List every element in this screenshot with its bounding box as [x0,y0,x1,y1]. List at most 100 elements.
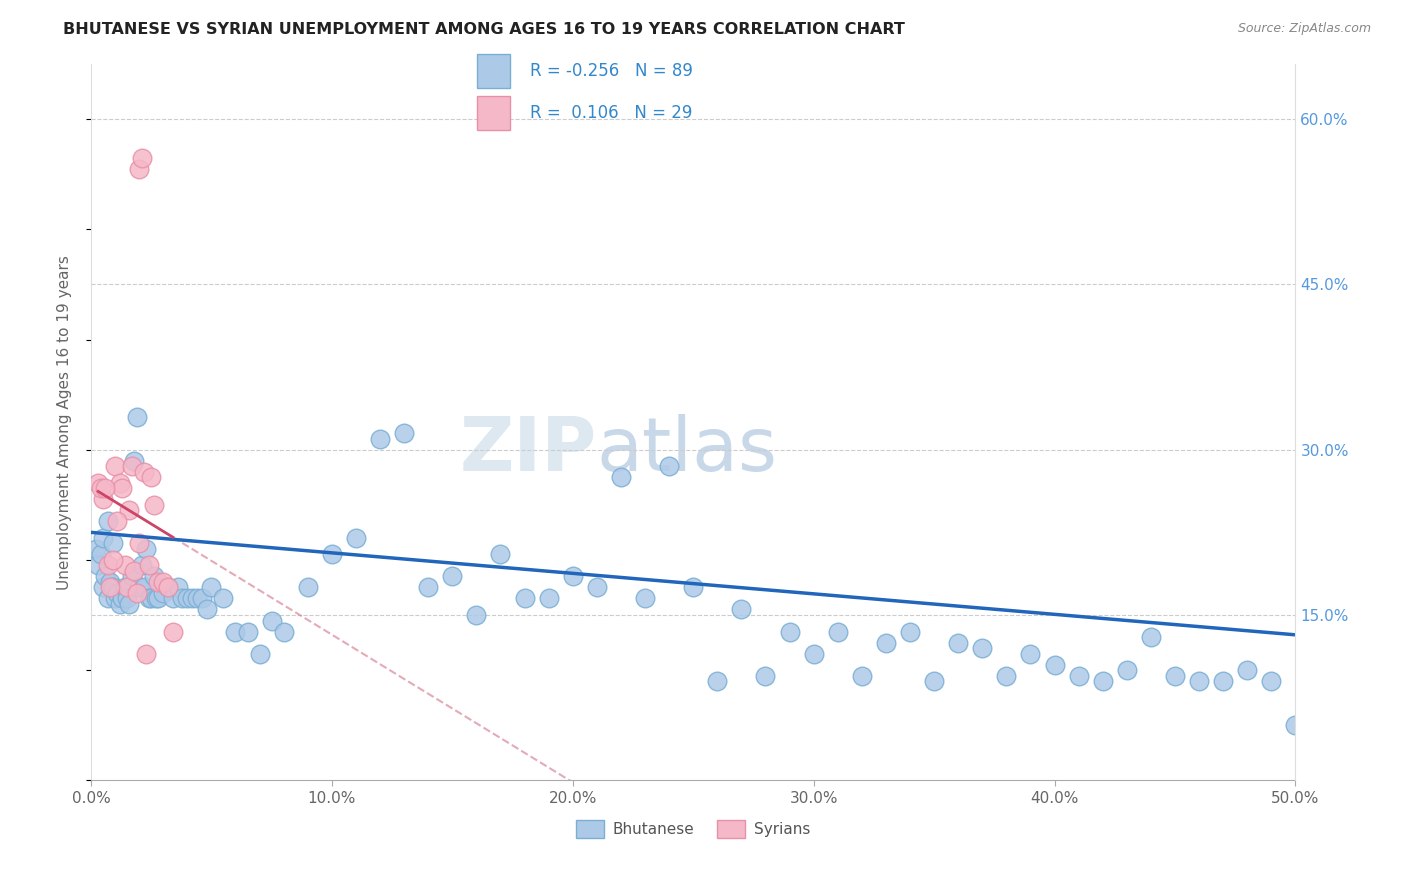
Point [181,591,204,606]
Point [104,591,127,606]
Point [875,635,897,649]
Point [148,574,170,589]
Point [1260,674,1282,689]
Point [97,514,120,528]
Point [101,581,124,595]
Point [142,569,165,583]
Text: R = -0.256   N = 89: R = -0.256 N = 89 [530,62,693,79]
Point [107,514,129,528]
Point [94,481,117,495]
Point [142,498,165,512]
Point [115,581,138,595]
Point [827,624,849,639]
Point [489,548,512,562]
Point [273,624,295,639]
Point [190,591,212,606]
Legend: Bhutanese, Syrians: Bhutanese, Syrians [569,814,817,844]
Text: ZIP: ZIP [460,414,596,487]
Point [162,591,184,606]
Point [922,674,945,689]
Point [166,581,188,595]
Point [101,553,124,567]
Point [108,597,131,611]
Point [561,569,583,583]
Point [124,454,146,468]
Point [128,581,150,595]
Point [1115,663,1137,677]
Point [972,641,994,656]
Point [128,161,150,176]
Point [995,668,1018,682]
Point [111,591,134,606]
Point [148,591,170,606]
Point [114,558,136,573]
Point [513,591,536,606]
Point [1019,647,1042,661]
Point [634,591,657,606]
Point [392,426,415,441]
Point [537,591,560,606]
Text: Source: ZipAtlas.com: Source: ZipAtlas.com [1237,22,1371,36]
Point [131,151,153,165]
Point [131,558,153,573]
Point [186,591,208,606]
Point [1236,663,1258,677]
Point [121,569,143,583]
Point [172,591,194,606]
Point [108,475,131,490]
Point [682,581,704,595]
Point [132,581,155,595]
Point [948,635,970,649]
Point [97,558,120,573]
Point [658,459,681,474]
Point [157,581,180,595]
Point [779,624,801,639]
Text: atlas: atlas [596,414,778,487]
Point [141,591,163,606]
Text: BHUTANESE VS SYRIAN UNEMPLOYMENT AMONG AGES 16 TO 19 YEARS CORRELATION CHART: BHUTANESE VS SYRIAN UNEMPLOYMENT AMONG A… [63,22,905,37]
Point [1164,668,1187,682]
FancyBboxPatch shape [477,54,510,87]
Point [321,548,343,562]
Point [135,541,157,556]
Point [104,459,127,474]
Point [138,591,160,606]
Point [297,581,319,595]
Point [114,581,136,595]
Y-axis label: Unemployment Among Ages 16 to 19 years: Unemployment Among Ages 16 to 19 years [58,255,72,590]
Point [344,531,367,545]
Point [91,492,114,507]
Point [125,586,148,600]
Point [585,581,607,595]
Point [249,647,271,661]
Point [135,647,157,661]
Point [111,481,134,495]
Point [152,574,174,589]
Point [1091,674,1114,689]
Point [97,591,120,606]
Point [141,470,163,484]
Point [118,503,141,517]
Point [195,602,218,616]
Point [101,536,124,550]
Point [418,581,440,595]
Point [1043,657,1066,672]
Point [90,481,112,495]
Point [200,581,222,595]
Point [107,586,129,600]
Point [1140,630,1163,644]
Text: R =  0.106   N = 29: R = 0.106 N = 29 [530,104,692,122]
Point [851,668,873,682]
Point [125,409,148,424]
Point [94,569,117,583]
Point [152,586,174,600]
Point [84,541,107,556]
Point [1284,718,1306,732]
Point [610,470,633,484]
Point [260,614,283,628]
Point [98,581,121,595]
Point [176,591,198,606]
Point [754,668,776,682]
Point [441,569,464,583]
Point [1188,674,1211,689]
